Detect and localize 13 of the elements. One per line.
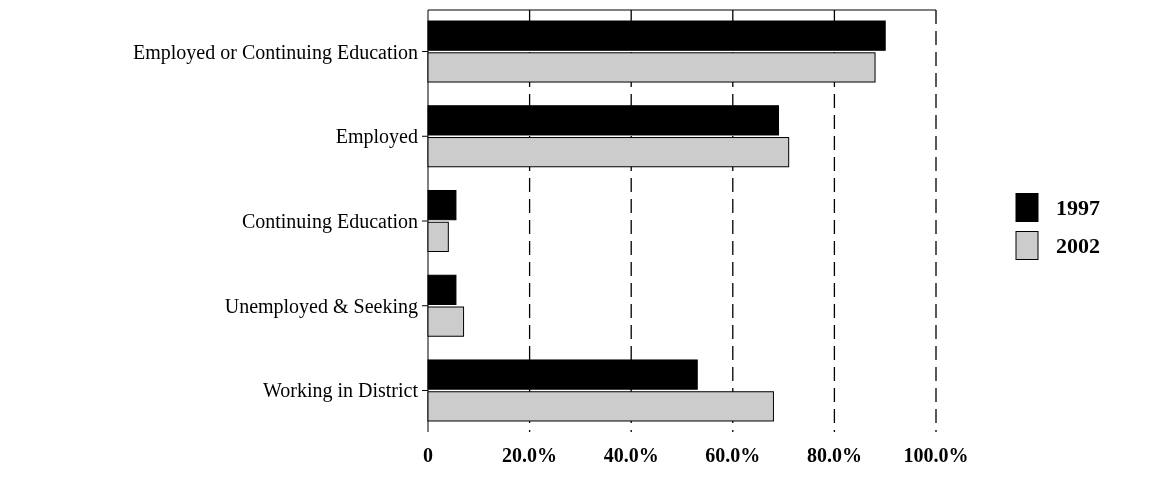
legend-label: 1997	[1056, 195, 1100, 221]
x-tick-label: 100.0%	[903, 444, 969, 466]
y-tick-label: Working in District	[262, 379, 419, 403]
x-tick-label: 20.0%	[502, 444, 558, 466]
y-tick-label: Unemployed & Seeking	[224, 294, 418, 318]
y-tick-label: Employed	[335, 125, 418, 149]
x-tick-label: 0	[423, 444, 433, 466]
x-tick-label: 40.0%	[603, 444, 659, 466]
x-tick-label: 80.0%	[806, 444, 862, 466]
y-tick-label: Employed or Continuing Education	[133, 40, 418, 64]
y-tick-label: Continuing Education	[241, 210, 418, 233]
x-tick-label: 60.0%	[705, 444, 761, 466]
legend-label: 2002	[1056, 233, 1100, 259]
